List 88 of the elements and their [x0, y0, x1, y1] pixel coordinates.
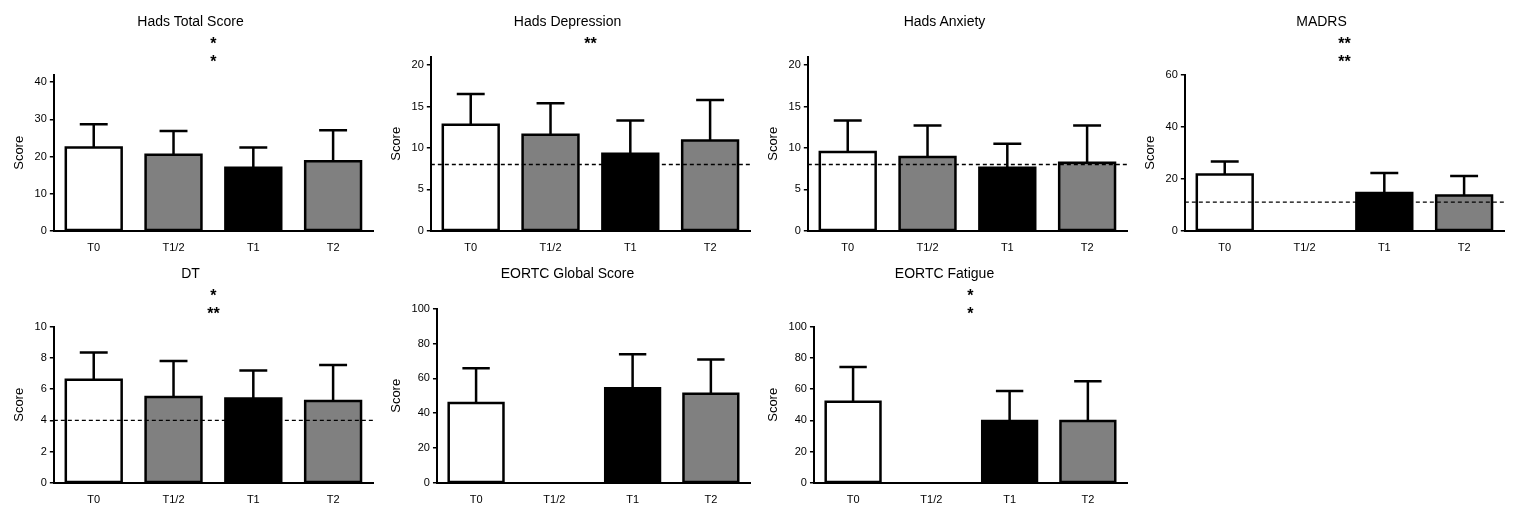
y-axis-title: Score [388, 126, 404, 161]
y-tick-label: 8 [40, 351, 47, 364]
y-tick-label: 20 [788, 58, 801, 71]
y-tick-label: 20 [794, 444, 807, 457]
y-tick-label: 100 [411, 301, 430, 314]
y-tick-label: 0 [794, 223, 801, 236]
y-tick-label: 20 [34, 149, 47, 162]
text: * [210, 35, 218, 53]
x-tick-label: T1/2 [920, 493, 943, 506]
x-tick-label: T2 [703, 241, 717, 254]
x-tick-label: T1/2 [916, 241, 939, 254]
y-axis-title: Score [11, 387, 27, 422]
text: * [967, 305, 975, 323]
x-tick-label: T0 [1218, 241, 1232, 254]
text: ** [1338, 53, 1352, 71]
x-tick-label: T2 [1081, 493, 1095, 506]
x-tick-label: T1/2 [543, 493, 566, 506]
y-tick-label: 10 [34, 319, 47, 332]
x-tick-label: T2 [1457, 241, 1471, 254]
x-tick-label: T1/2 [162, 493, 185, 506]
x-tick-label: T1 [1377, 241, 1391, 254]
x-tick-label: T1/2 [539, 241, 562, 254]
chart-title: Hads Total Score [137, 13, 244, 30]
x-tick-label: T2 [704, 493, 718, 506]
chart-title: Hads Anxiety [903, 13, 986, 30]
y-tick-label: 40 [1165, 119, 1178, 132]
chart-title: DT [181, 265, 201, 282]
y-tick-label: 20 [417, 441, 430, 454]
y-tick-label: 20 [1165, 171, 1178, 184]
y-tick-label: 0 [40, 475, 47, 488]
text: ** [1338, 35, 1352, 53]
y-tick-label: 5 [794, 182, 801, 195]
y-tick-label: 80 [794, 351, 807, 364]
y-axis-title: Score [765, 126, 781, 161]
x-tick-label: T2 [1080, 241, 1094, 254]
chart-title: EORTC Fatigue [894, 265, 995, 282]
y-axis-title: Score [1142, 135, 1158, 170]
y-tick-label: 15 [788, 99, 801, 112]
x-tick-label: T1 [246, 241, 260, 254]
y-tick-label: 10 [34, 186, 47, 199]
x-tick-label: T1 [1000, 241, 1014, 254]
x-tick-label: T0 [846, 493, 860, 506]
y-tick-label: 80 [417, 336, 430, 349]
y-tick-label: 60 [794, 382, 807, 395]
y-axis-title: Score [765, 387, 781, 422]
x-tick-label: T0 [87, 493, 101, 506]
text: ** [207, 305, 221, 323]
y-tick-label: 15 [411, 99, 424, 112]
chart-title: Hads Depression [513, 13, 622, 30]
y-tick-label: 20 [411, 58, 424, 71]
y-tick-label: 10 [788, 140, 801, 153]
x-tick-label: T1/2 [162, 241, 185, 254]
text: * [967, 287, 975, 305]
y-tick-label: 0 [800, 475, 807, 488]
y-tick-label: 60 [417, 371, 430, 384]
x-tick-label: T2 [326, 493, 340, 506]
x-tick-label: T1 [246, 493, 260, 506]
y-tick-label: 0 [40, 223, 47, 236]
x-tick-label: T1/2 [1293, 241, 1316, 254]
x-tick-label: T0 [841, 241, 855, 254]
y-tick-label: 10 [411, 140, 424, 153]
y-tick-label: 40 [794, 413, 807, 426]
y-tick-label: 2 [40, 444, 47, 457]
x-tick-label: T0 [87, 241, 101, 254]
text: ** [584, 35, 598, 53]
y-axis-title: Score [11, 135, 27, 170]
x-tick-label: T2 [326, 241, 340, 254]
y-tick-label: 0 [1171, 223, 1178, 236]
y-tick-label: 60 [1165, 67, 1178, 80]
text: * [210, 287, 218, 305]
y-tick-label: 40 [417, 406, 430, 419]
y-tick-label: 30 [34, 112, 47, 125]
y-tick-label: 4 [40, 413, 47, 426]
y-tick-label: 40 [34, 75, 47, 88]
y-tick-label: 0 [417, 223, 424, 236]
y-tick-label: 5 [417, 182, 424, 195]
x-tick-label: T1 [623, 241, 637, 254]
x-tick-label: T0 [464, 241, 478, 254]
y-axis-title: Score [388, 378, 404, 413]
chart-title: EORTC Global Score [500, 265, 635, 282]
chart-title: MADRS [1296, 13, 1347, 30]
text: * [210, 53, 218, 71]
x-tick-label: T1 [1003, 493, 1017, 506]
y-tick-label: 6 [40, 382, 47, 395]
x-tick-label: T0 [469, 493, 483, 506]
y-tick-label: 0 [423, 475, 430, 488]
y-tick-label: 100 [788, 319, 807, 332]
x-tick-label: T1 [626, 493, 640, 506]
